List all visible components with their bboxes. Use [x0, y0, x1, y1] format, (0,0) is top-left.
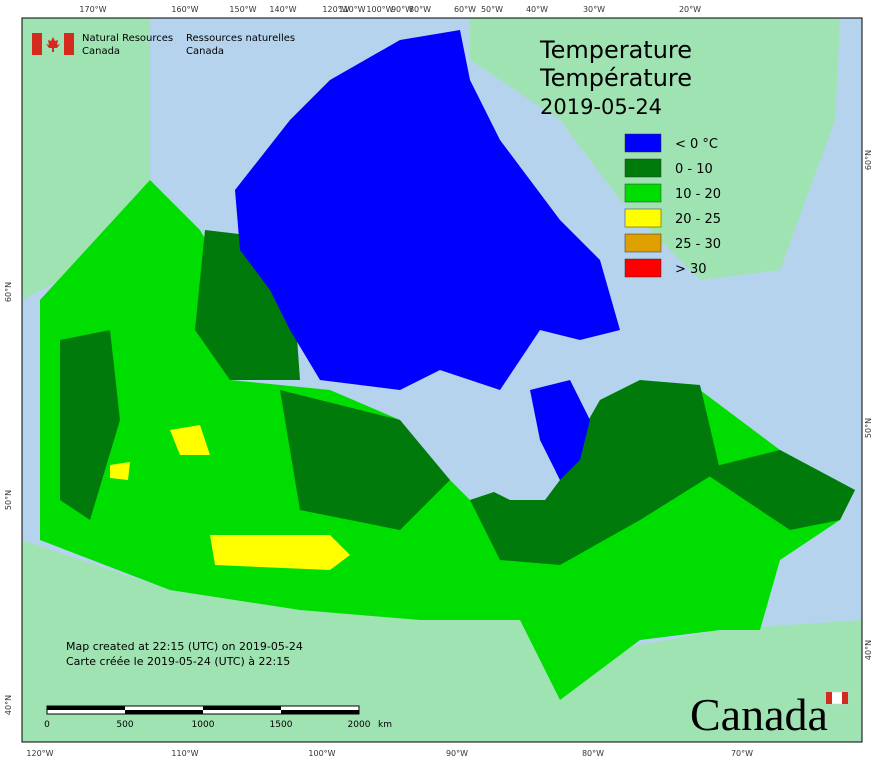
scale-label: 1500 [270, 720, 293, 730]
alaska [22, 18, 150, 300]
scale-bar [46, 705, 360, 715]
latitude-label: 50°N [4, 490, 13, 510]
scale-label: 500 [116, 720, 133, 730]
legend-swatch [624, 158, 662, 178]
legend-swatch [624, 233, 662, 253]
longitude-label: 70°W [731, 749, 753, 758]
flag-bar [32, 33, 42, 55]
region-warm [210, 535, 350, 570]
longitude-label: 170°W [79, 5, 106, 14]
legend-swatch [624, 133, 662, 153]
latitude-label: 60°N [4, 282, 13, 302]
org-name: Natural Resources [82, 33, 173, 44]
scale-seg [125, 710, 203, 714]
region-cold [470, 380, 720, 565]
footer-note: Carte créée le 2019-05-24 (UTC) à 22:15 [66, 655, 290, 668]
longitude-label: 110°W [338, 5, 365, 14]
longitude-label: 90°W [391, 5, 413, 14]
region-freezing [235, 30, 620, 390]
longitude-label: 40°W [526, 5, 548, 14]
org-name: Ressources naturelles [186, 33, 295, 44]
scale-label: 2000 [348, 720, 371, 730]
scale-unit: km [378, 720, 392, 730]
hudson-bay [395, 370, 560, 500]
longitude-label: 80°W [409, 5, 431, 14]
footer-note: Map created at 22:15 (UTC) on 2019-05-24 [66, 640, 303, 653]
latitude-label: 50°N [864, 418, 873, 438]
region-warm [110, 462, 130, 480]
legend-label: 25 - 30 [675, 237, 721, 252]
longitude-label: 20°W [679, 5, 701, 14]
legend-label: 10 - 20 [675, 187, 721, 202]
latitude-label: 40°N [864, 640, 873, 660]
region-cold [280, 390, 450, 530]
usa [22, 540, 862, 742]
legend-swatch [624, 258, 662, 278]
region-freezing [530, 380, 590, 480]
latitude-label: 40°N [4, 695, 13, 715]
scale-seg [281, 710, 359, 714]
canada-land [40, 180, 855, 700]
longitude-label: 30°W [583, 5, 605, 14]
longitude-label: 100°W [366, 5, 393, 14]
latitude-label: 60°N [864, 150, 873, 170]
wordmark-flag [842, 692, 848, 704]
longitude-label: 60°W [454, 5, 476, 14]
legend-label: 20 - 25 [675, 212, 721, 227]
longitude-label: 90°W [446, 749, 468, 758]
legend-swatch [624, 183, 662, 203]
region-warm [170, 425, 210, 455]
longitude-label: 160°W [171, 5, 198, 14]
longitude-label: 120°W [26, 749, 53, 758]
longitude-label: 150°W [229, 5, 256, 14]
scale-seg [203, 706, 281, 710]
region-cold [700, 450, 855, 530]
longitude-label: 50°W [481, 5, 503, 14]
legend-label: > 30 [675, 262, 707, 277]
scale-seg [47, 706, 125, 710]
longitude-label: 100°W [308, 749, 335, 758]
wordmark-flag [826, 692, 832, 704]
title-date: 2019-05-24 [540, 95, 662, 119]
legend-label: 0 - 10 [675, 162, 713, 177]
region-cold [60, 330, 120, 520]
flag-leaf [46, 37, 60, 52]
scale-label: 0 [44, 720, 50, 730]
legend-swatch [624, 208, 662, 228]
title: Temperature [539, 36, 692, 64]
flag-bar [64, 33, 74, 55]
longitude-label: 110°W [171, 749, 198, 758]
longitude-label: 80°W [582, 749, 604, 758]
longitude-label: 120°W [322, 5, 349, 14]
title: Température [539, 64, 692, 92]
org-name: Canada [186, 46, 224, 57]
wordmark: Canada [690, 689, 828, 740]
map-border [21, 17, 863, 743]
legend-label: < 0 °C [675, 137, 718, 152]
org-name: Canada [82, 46, 120, 57]
longitude-label: 140°W [269, 5, 296, 14]
scale-label: 1000 [192, 720, 215, 730]
